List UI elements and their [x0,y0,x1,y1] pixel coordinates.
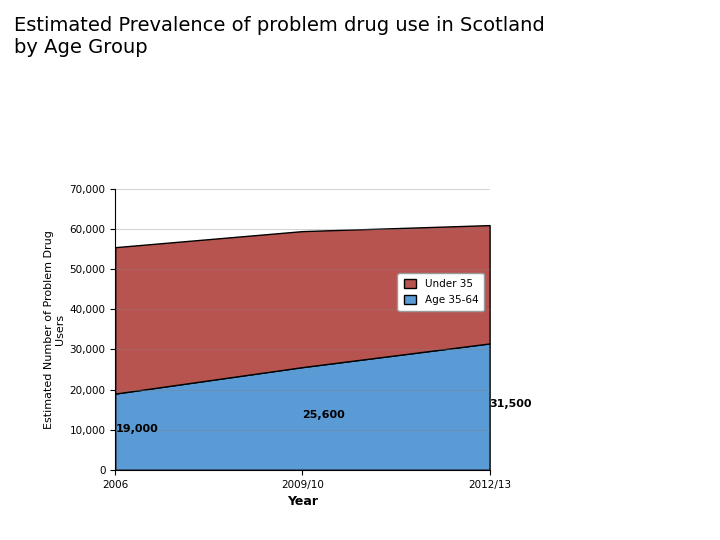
Y-axis label: Estimated Number of Problem Drug
Users: Estimated Number of Problem Drug Users [44,230,66,429]
X-axis label: Year: Year [287,495,318,508]
Legend: Under 35, Age 35-64: Under 35, Age 35-64 [397,273,485,311]
Text: 25,600: 25,600 [302,410,345,421]
Text: 19,000: 19,000 [115,424,158,434]
Text: 31,500: 31,500 [490,399,532,409]
Text: Estimated Prevalence of problem drug use in Scotland
by Age Group: Estimated Prevalence of problem drug use… [14,16,545,57]
